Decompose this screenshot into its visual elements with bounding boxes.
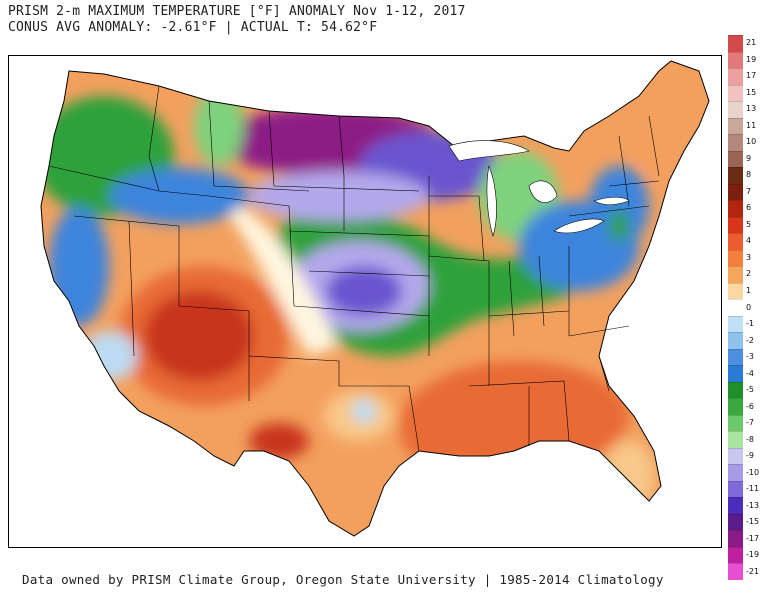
legend-swatch bbox=[728, 464, 743, 481]
legend-swatch bbox=[728, 233, 743, 250]
legend-label: -8 bbox=[746, 434, 754, 444]
title-line-2: CONUS AVG ANOMALY: -2.61°F | ACTUAL T: 5… bbox=[8, 20, 378, 35]
legend-label: -2 bbox=[746, 335, 754, 345]
legend-label: -17 bbox=[746, 533, 760, 543]
legend-label: -6 bbox=[746, 401, 754, 411]
legend-label: -13 bbox=[746, 500, 760, 510]
legend-swatch bbox=[728, 332, 743, 349]
us-outline bbox=[40, 60, 710, 537]
legend-label: 6 bbox=[746, 203, 752, 213]
legend-swatch bbox=[728, 216, 743, 234]
title-line-1: PRISM 2-m MAXIMUM TEMPERATURE [°F] ANOMA… bbox=[8, 4, 466, 19]
legend-swatch bbox=[728, 348, 743, 366]
legend-swatch bbox=[728, 546, 743, 564]
legend-label: 7 bbox=[746, 186, 752, 196]
legend-swatch bbox=[728, 134, 743, 151]
legend-swatch bbox=[728, 117, 743, 135]
legend-label: -19 bbox=[746, 550, 760, 560]
legend-label: -10 bbox=[746, 467, 760, 477]
legend-swatch bbox=[728, 150, 743, 168]
legend-swatch bbox=[728, 315, 743, 333]
legend-swatch bbox=[728, 447, 743, 465]
legend-swatch bbox=[728, 200, 743, 217]
legend-label: -5 bbox=[746, 385, 754, 395]
legend-label: -11 bbox=[746, 484, 760, 494]
legend-swatch bbox=[728, 249, 743, 267]
legend-label: -15 bbox=[746, 517, 760, 527]
legend-label: -9 bbox=[746, 451, 754, 461]
legend-label: 5 bbox=[746, 219, 752, 229]
legend-swatch bbox=[728, 299, 743, 316]
legend-swatch bbox=[728, 68, 743, 85]
legend-swatch bbox=[728, 51, 743, 68]
legend-swatch bbox=[728, 101, 743, 118]
legend-label: -4 bbox=[746, 368, 754, 378]
legend-swatch bbox=[728, 414, 743, 432]
map-title: PRISM 2-m MAXIMUM TEMPERATURE [°F] ANOMA… bbox=[8, 4, 466, 36]
legend-label: 11 bbox=[746, 120, 757, 130]
legend-swatch bbox=[728, 266, 743, 283]
legend-label: 21 bbox=[746, 38, 757, 48]
legend-label: -21 bbox=[746, 566, 760, 576]
legend-label: 3 bbox=[746, 252, 752, 262]
anomaly-map bbox=[8, 55, 722, 548]
legend-swatch bbox=[728, 513, 743, 531]
legend-swatch bbox=[728, 381, 743, 399]
legend-swatch bbox=[728, 365, 743, 382]
legend-label: -1 bbox=[746, 319, 754, 328]
legend-swatch bbox=[728, 183, 743, 201]
great-lakes bbox=[448, 140, 630, 238]
legend-swatch bbox=[728, 84, 743, 102]
legend-swatch bbox=[728, 480, 743, 498]
data-credit: Data owned by PRISM Climate Group, Orego… bbox=[22, 572, 664, 587]
legend-label: 2 bbox=[746, 269, 752, 279]
legend-swatch bbox=[728, 431, 743, 448]
anomaly-fill bbox=[41, 61, 709, 536]
legend-label: 17 bbox=[746, 71, 757, 81]
legend-swatch bbox=[728, 530, 743, 547]
legend-label: 13 bbox=[746, 104, 757, 114]
legend-label: 10 bbox=[746, 137, 757, 147]
legend-label: -7 bbox=[746, 418, 754, 428]
legend-swatch bbox=[728, 563, 743, 580]
legend-label: 9 bbox=[746, 153, 752, 163]
legend-label: 4 bbox=[746, 236, 752, 246]
legend-label: 0 bbox=[746, 302, 752, 312]
legend-swatch bbox=[728, 35, 743, 52]
legend-label: 15 bbox=[746, 87, 757, 97]
anomaly-map-svg bbox=[40, 60, 710, 537]
legend-label: 8 bbox=[746, 170, 752, 180]
legend-label: -3 bbox=[746, 352, 754, 362]
state-boundaries bbox=[48, 85, 660, 452]
legend-swatch bbox=[728, 497, 743, 514]
legend-label: 1 bbox=[746, 285, 752, 295]
legend-swatch bbox=[728, 282, 743, 300]
color-legend: 21 19 17 15 13 11 10 9 8 7 6 5 4 3 2 1 0 -1 -2 -3 -4 -5 -6 -7 -8… bbox=[728, 35, 768, 580]
legend-label: 19 bbox=[746, 54, 757, 64]
legend-swatch bbox=[728, 398, 743, 415]
legend-swatch bbox=[728, 167, 743, 184]
